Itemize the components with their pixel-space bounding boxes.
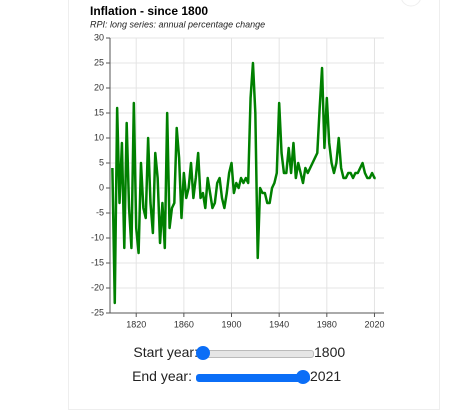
start-year-value: 1800 xyxy=(314,344,346,360)
start-year-thumb[interactable] xyxy=(196,346,210,360)
start-year-control: Start year: 1800 xyxy=(0,342,476,364)
y-tick-label: 30 xyxy=(94,32,104,42)
y-tick-label: -10 xyxy=(91,232,104,242)
x-tick-label: 1900 xyxy=(221,319,241,329)
end-year-slider[interactable] xyxy=(196,374,310,382)
y-tick-label: -25 xyxy=(91,307,104,317)
start-year-label: Start year: xyxy=(133,344,198,360)
y-tick-label: 0 xyxy=(99,182,104,192)
y-tick-label: -15 xyxy=(91,257,104,267)
chart-title: Inflation - since 1800 xyxy=(90,4,208,18)
x-tick-label: 1940 xyxy=(269,319,289,329)
y-tick-label: 5 xyxy=(99,157,104,167)
chart: Inflation - since 1800 RPI: long series:… xyxy=(90,0,421,329)
end-year-label: End year: xyxy=(132,368,192,384)
y-tick-label: 20 xyxy=(94,82,104,92)
x-tick-label: 2020 xyxy=(364,319,384,329)
end-year-thumb[interactable] xyxy=(296,370,310,384)
y-tick-label: 10 xyxy=(94,132,104,142)
menu-icon xyxy=(401,0,421,7)
y-tick-label: 25 xyxy=(94,57,104,67)
x-tick-label: 1820 xyxy=(126,319,146,329)
start-year-slider[interactable] xyxy=(200,350,314,358)
end-year-value: 2021 xyxy=(310,368,342,384)
y-tick-label: 15 xyxy=(94,107,104,117)
end-year-control: End year: 2021 xyxy=(0,366,476,388)
x-tick-label: 1860 xyxy=(174,319,194,329)
x-tick-label: 1980 xyxy=(317,319,337,329)
y-tick-label: -20 xyxy=(91,282,104,292)
data-line xyxy=(111,61,376,305)
chart-subtitle: RPI: long series: annual percentage chan… xyxy=(90,19,265,29)
y-tick-label: -5 xyxy=(96,207,104,217)
